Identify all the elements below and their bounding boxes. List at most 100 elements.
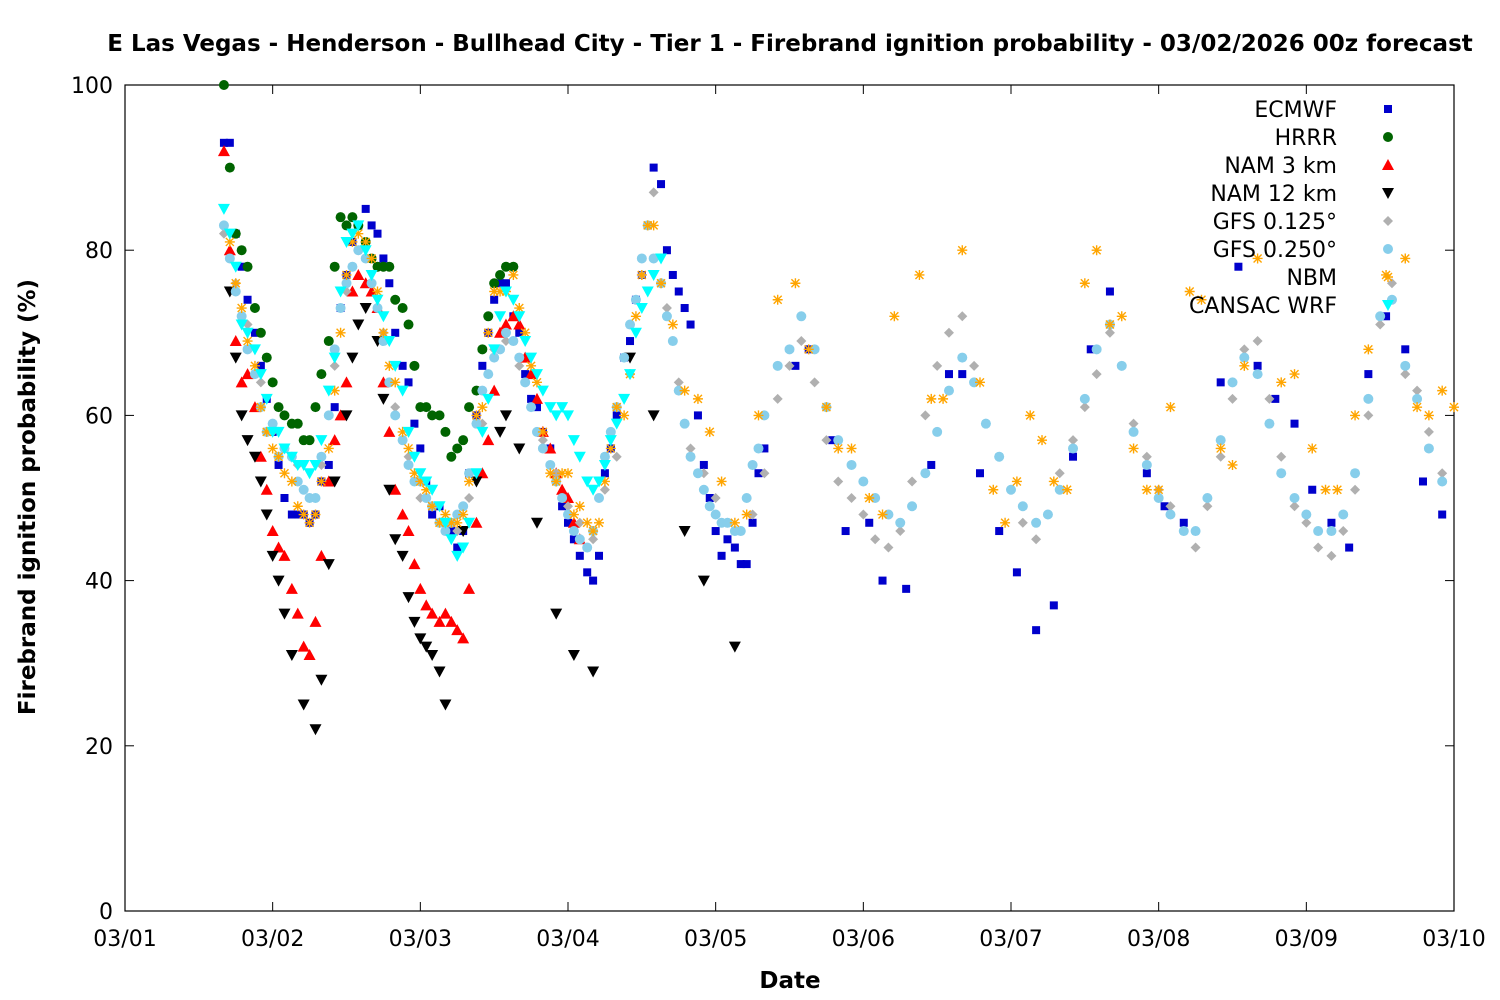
data-point-hrrr	[279, 410, 290, 421]
data-point-gfs-0-250	[1031, 517, 1042, 528]
data-point-gfs-0-250	[698, 484, 709, 495]
data-point-nbm	[372, 286, 383, 297]
data-point-gfs-0-250	[537, 443, 548, 454]
data-point-cansac-wrf	[254, 369, 267, 381]
data-point-nbm	[242, 336, 253, 347]
data-point-nam-3-km	[285, 582, 298, 594]
data-point-hrrr	[452, 443, 463, 454]
data-point-cansac-wrf	[315, 435, 328, 447]
data-point-cansac-wrf	[408, 451, 421, 463]
data-point-gfs-0-250	[1289, 493, 1300, 503]
data-point-ecmwf	[501, 279, 510, 288]
data-point-ecmwf	[927, 460, 936, 469]
data-point-gfs-0-250	[679, 418, 690, 429]
data-point-ecmwf	[410, 419, 419, 428]
data-point-nam-12-km	[389, 534, 402, 546]
data-point-gfs-0-250	[1153, 493, 1164, 503]
data-point-nam-3-km	[445, 615, 458, 627]
data-point-cansac-wrf	[581, 476, 594, 488]
data-point-ecmwf	[1049, 601, 1058, 610]
data-point-nbm	[704, 426, 715, 437]
data-point-nbm	[636, 269, 647, 280]
data-point-nbm	[366, 253, 377, 264]
data-point-gfs-0-125	[1423, 426, 1434, 437]
data-point-nbm	[938, 393, 949, 404]
data-point-gfs-0-250	[932, 426, 943, 437]
data-point-nam-3-km	[254, 450, 267, 462]
data-point-gfs-0-250	[403, 459, 414, 470]
y-axis-label: Firebrand ignition probability (%)	[15, 279, 41, 715]
data-point-nam-3-km	[223, 244, 236, 256]
data-point-ecmwf	[1345, 543, 1354, 552]
y-tick-label: 40	[85, 570, 113, 595]
data-point-nbm	[1116, 311, 1127, 322]
data-point-nbm	[1412, 402, 1423, 413]
data-point-cansac-wrf	[641, 286, 654, 298]
data-point-cansac-wrf	[445, 534, 458, 546]
data-point-hrrr	[218, 80, 229, 90]
legend-item-ecmwf: ECMWF	[1254, 98, 1392, 123]
data-point-nbm	[335, 327, 346, 338]
data-point-nbm	[323, 443, 334, 454]
data-point-cansac-wrf	[629, 327, 642, 339]
data-point-nam-12-km	[377, 393, 390, 405]
legend-item-hrrr: HRRR	[1275, 126, 1393, 151]
data-point-nbm	[329, 385, 340, 396]
data-point-nam-3-km	[420, 599, 433, 611]
data-point-hrrr	[347, 212, 358, 223]
data-point-ecmwf	[1160, 502, 1169, 511]
data-point-ecmwf	[237, 262, 246, 271]
data-point-nbm	[489, 286, 500, 297]
data-point-ecmwf	[791, 361, 800, 370]
data-point-nam-3-km	[513, 318, 526, 330]
data-point-nam-12-km	[260, 509, 273, 521]
legend-item-nam-12-km: NAM 12 km	[1210, 182, 1394, 207]
data-point-gfs-0-250	[1202, 493, 1213, 503]
data-point-gfs-0-250	[477, 385, 488, 396]
data-point-hrrr	[427, 410, 438, 421]
data-point-nam-3-km	[426, 607, 439, 619]
data-point-nam-3-km	[334, 409, 347, 421]
data-point-gfs-0-125	[1190, 542, 1201, 553]
data-point-ecmwf	[674, 287, 683, 296]
data-point-gfs-0-250	[1338, 509, 1349, 520]
data-point-nam-3-km	[439, 607, 452, 619]
data-point-cansac-wrf	[377, 311, 390, 323]
data-point-nbm	[458, 509, 469, 520]
data-point-cansac-wrf	[457, 542, 470, 554]
data-point-nbm	[611, 402, 622, 413]
data-point-nam-12-km	[433, 666, 446, 678]
data-point-nbm	[648, 220, 659, 231]
legend-item-cansac-wrf: CANSAC WRF	[1189, 294, 1394, 319]
data-point-nam-3-km	[272, 541, 285, 553]
data-point-gfs-0-250	[1264, 418, 1275, 429]
data-point-gfs-0-125	[710, 493, 721, 503]
data-point-gfs-0-125	[969, 360, 980, 371]
data-point-gfs-0-125	[784, 360, 795, 371]
data-point-nam-3-km	[217, 145, 230, 157]
data-point-ecmwf	[256, 361, 265, 370]
data-point-gfs-0-250	[1276, 468, 1287, 479]
data-point-cansac-wrf	[352, 220, 365, 232]
data-point-gfs-0-125	[1054, 468, 1065, 479]
data-point-ecmwf	[398, 361, 407, 370]
data-point-ecmwf	[626, 337, 635, 346]
data-point-cansac-wrf	[536, 385, 549, 397]
data-point-ecmwf	[1142, 469, 1151, 478]
legend-marker	[1383, 132, 1393, 142]
data-point-cansac-wrf	[530, 369, 543, 381]
data-point-cansac-wrf	[309, 459, 322, 471]
data-point-ecmwf	[404, 378, 413, 387]
data-point-gfs-0-125	[1412, 385, 1423, 396]
data-point-nam-12-km	[499, 410, 512, 422]
data-point-hrrr	[323, 336, 334, 347]
data-point-gfs-0-250	[224, 253, 235, 264]
data-point-nam-3-km	[303, 648, 316, 660]
data-point-ecmwf	[1364, 370, 1373, 379]
data-point-nbm	[599, 476, 610, 487]
data-point-hrrr	[500, 261, 511, 272]
series-cansac-wrf	[217, 203, 668, 562]
data-point-ecmwf	[1382, 312, 1391, 321]
data-point-ecmwf	[711, 527, 720, 536]
data-point-gfs-0-125	[1091, 369, 1102, 380]
